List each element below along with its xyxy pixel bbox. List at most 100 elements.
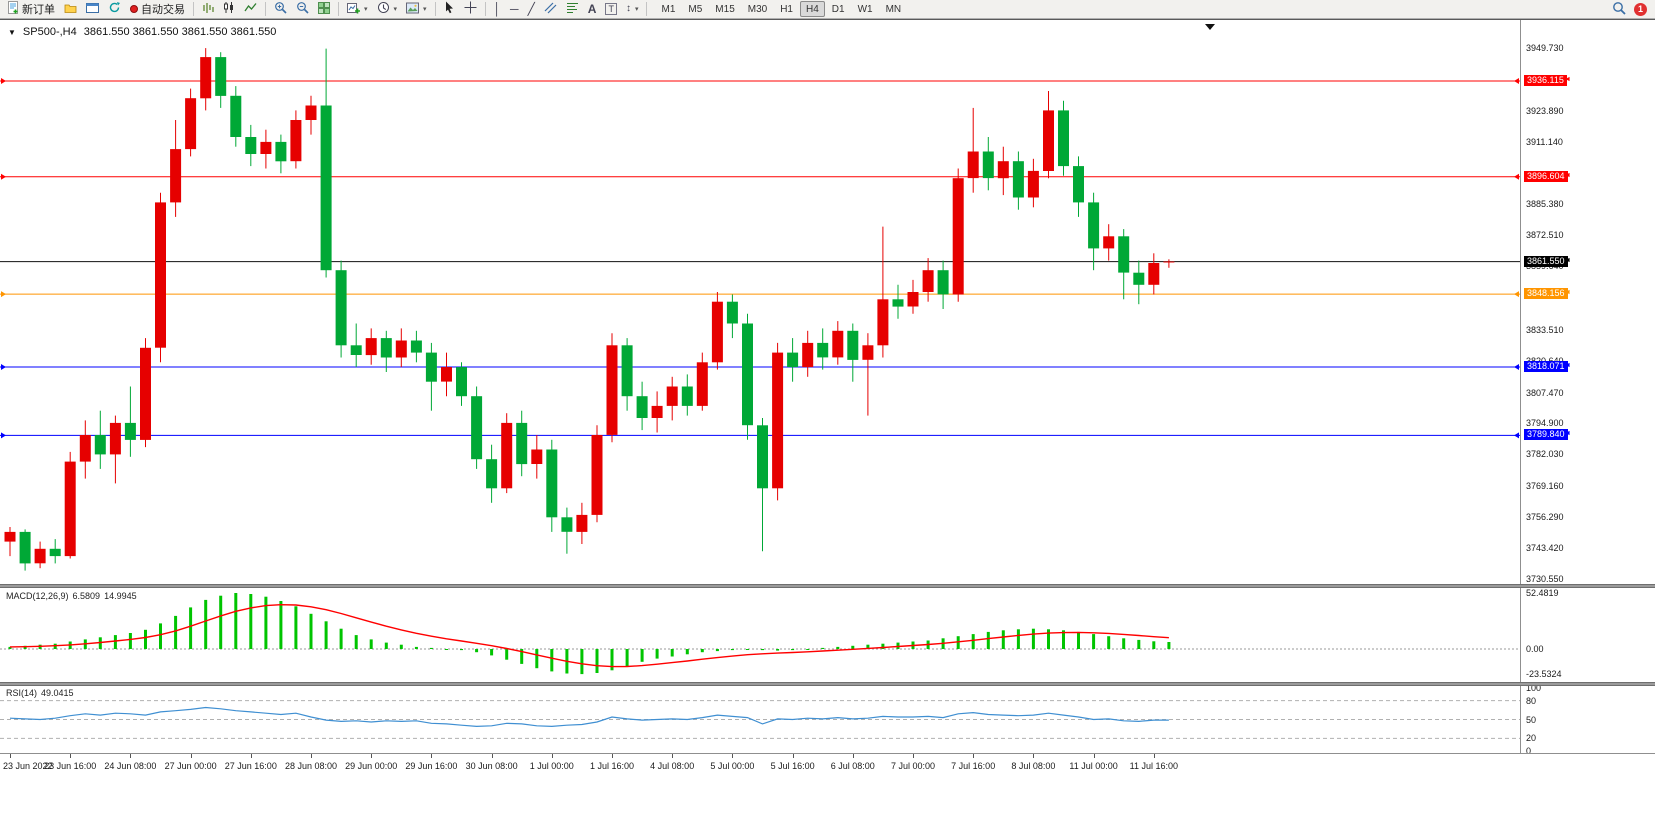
new-order-icon (7, 1, 19, 17)
profiles-button[interactable] (60, 1, 81, 18)
time-axis-label: 11 Jul 16:00 (1129, 761, 1178, 771)
candlestick-chart-button[interactable] (219, 1, 239, 18)
toolbar-separator (434, 2, 436, 16)
price-axis-label: 3769.160 (1526, 480, 1564, 491)
refresh-button[interactable] (104, 1, 125, 18)
period-button[interactable]: ▾ (373, 1, 402, 18)
trendline-button[interactable]: ╱ (524, 1, 539, 18)
time-tick (371, 754, 373, 758)
macd-axis-label: 0.00 (1526, 644, 1544, 654)
timeframe-m1-button[interactable]: M1 (661, 3, 676, 15)
horizontal-line-button[interactable]: ─ (506, 1, 523, 18)
label-tool-button[interactable]: T (601, 1, 621, 18)
level-arrow-icon: ◄ (1564, 256, 1571, 264)
time-axis-label: 24 Jun 08:00 (104, 761, 157, 771)
timeframe-d1-button[interactable]: D1 (831, 3, 845, 15)
level-arrow-icon: ◄ (1564, 76, 1571, 83)
toolbar-right-cluster: 1 (1612, 1, 1652, 18)
rsi-axis-label: 0 (1526, 746, 1532, 756)
rsi-axis-label: 20 (1526, 733, 1537, 744)
candlestick-icon (223, 1, 235, 17)
price-axis-label: 3820.640 (1526, 356, 1564, 366)
bar-chart-icon (202, 1, 214, 17)
time-tick (70, 754, 72, 758)
timeframe-toolbar: M1 M5 M15 M30 H1 H4 D1 W1 MN (655, 1, 907, 17)
timeframe-m30-button[interactable]: M30 (747, 3, 768, 15)
timeframe-mn-button[interactable]: MN (885, 3, 902, 15)
time-axis-label: 11 Jul 00:00 (1069, 761, 1118, 771)
toolbar-separator (265, 2, 266, 16)
rsi-axis-label: 50 (1526, 714, 1537, 725)
text-tool-button[interactable]: A (584, 1, 601, 18)
fibonacci-icon (566, 1, 579, 17)
folder-icon (64, 2, 77, 17)
timeframe-m5-button[interactable]: M5 (688, 3, 703, 15)
time-tick (612, 754, 613, 758)
rsi-axis-label: 100 (1526, 683, 1542, 693)
toolbar-separator (646, 2, 648, 16)
cursor-button[interactable] (440, 1, 459, 18)
notification-badge[interactable]: 1 (1634, 2, 1647, 16)
timeframe-m15-button[interactable]: M15 (715, 3, 735, 15)
panel-splitter[interactable] (0, 682, 1655, 686)
macd-chart[interactable] (0, 588, 1520, 682)
horizontal-line-icon: ─ (510, 2, 519, 16)
timeframe-h4-button[interactable]: H4 (800, 1, 825, 17)
window-icon (86, 2, 99, 17)
crosshair-icon (464, 1, 477, 17)
template-button[interactable]: ▾ (402, 1, 431, 18)
time-tick (973, 754, 975, 758)
vertical-line-icon: │ (493, 2, 502, 16)
ohlc-values: 3861.550 3861.550 3861.550 3861.550 (83, 26, 277, 38)
time-axis-label: 27 Jun 16:00 (224, 761, 277, 771)
price-axis[interactable]: 3949.730 3923.890 3911.140 3885.380 3872.510… (1520, 20, 1655, 756)
timeframe-w1-button[interactable]: W1 (857, 3, 873, 15)
price-level-badge: 3848.156 (1524, 288, 1568, 300)
crosshair-button[interactable] (460, 1, 481, 18)
market-watch-button[interactable] (82, 1, 103, 18)
toolbar: 新订单 自动交易 ▾ ▾ ▾ │ ─ ╱ A T ↕ ▾ M1 M5 M15 M30 H1… (0, 0, 1655, 19)
price-axis-label: 3782.030 (1526, 449, 1564, 460)
autotrading-button[interactable]: 自动交易 (126, 1, 189, 18)
zoom-in-button[interactable] (270, 1, 291, 18)
time-tick (250, 754, 252, 758)
add-indicator-button[interactable]: ▾ (343, 1, 372, 18)
time-tick (491, 754, 493, 758)
bar-chart-button[interactable] (198, 1, 218, 18)
collapse-arrow-icon[interactable]: ▼ (8, 27, 16, 37)
time-axis[interactable]: 23 Jun 2022 23 Jun 16:00 24 Jun 08:00 27 Ju… (0, 753, 1655, 772)
time-tick (551, 754, 553, 758)
time-tick (732, 754, 734, 758)
timeframe-h1-button[interactable]: H1 (780, 3, 793, 15)
time-tick (130, 754, 132, 758)
panel-splitter[interactable] (0, 584, 1655, 588)
price-level-badge: 3936.115 (1524, 75, 1567, 86)
macd-axis-label: 52.4819 (1526, 588, 1559, 598)
rsi-axis-label: 80 (1526, 695, 1537, 706)
main-chart[interactable] (0, 20, 1520, 584)
level-arrow-icon: ◄ (1564, 430, 1571, 438)
tile-windows-button[interactable] (314, 1, 334, 18)
channel-button[interactable] (540, 1, 561, 18)
time-axis-label: 4 Jul 08:00 (650, 761, 695, 771)
price-axis-label: 3949.730 (1526, 43, 1564, 53)
vertical-line-button[interactable]: │ (490, 1, 506, 18)
new-chart-icon (347, 2, 360, 17)
rsi-chart[interactable] (0, 686, 1520, 753)
price-axis-label: 3743.420 (1526, 542, 1564, 553)
zoom-out-button[interactable] (292, 1, 313, 18)
price-axis-label: 3872.510 (1526, 230, 1564, 241)
arrow-tools-button[interactable]: ↕ ▾ (622, 1, 643, 18)
fibonacci-button[interactable] (562, 1, 583, 18)
line-chart-icon (244, 1, 257, 17)
toolbar-separator (484, 2, 486, 16)
chevron-down-icon: ▾ (393, 6, 398, 13)
price-axis-label: 3807.470 (1526, 387, 1564, 398)
chart-shift-marker (1205, 24, 1215, 30)
time-axis-label: 1 Jul 16:00 (589, 761, 635, 771)
new-order-button[interactable]: 新订单 (3, 1, 59, 18)
text-tool-icon: A (587, 2, 597, 16)
search-icon[interactable] (1612, 1, 1626, 18)
time-tick (431, 754, 433, 758)
line-chart-button[interactable] (240, 1, 261, 18)
